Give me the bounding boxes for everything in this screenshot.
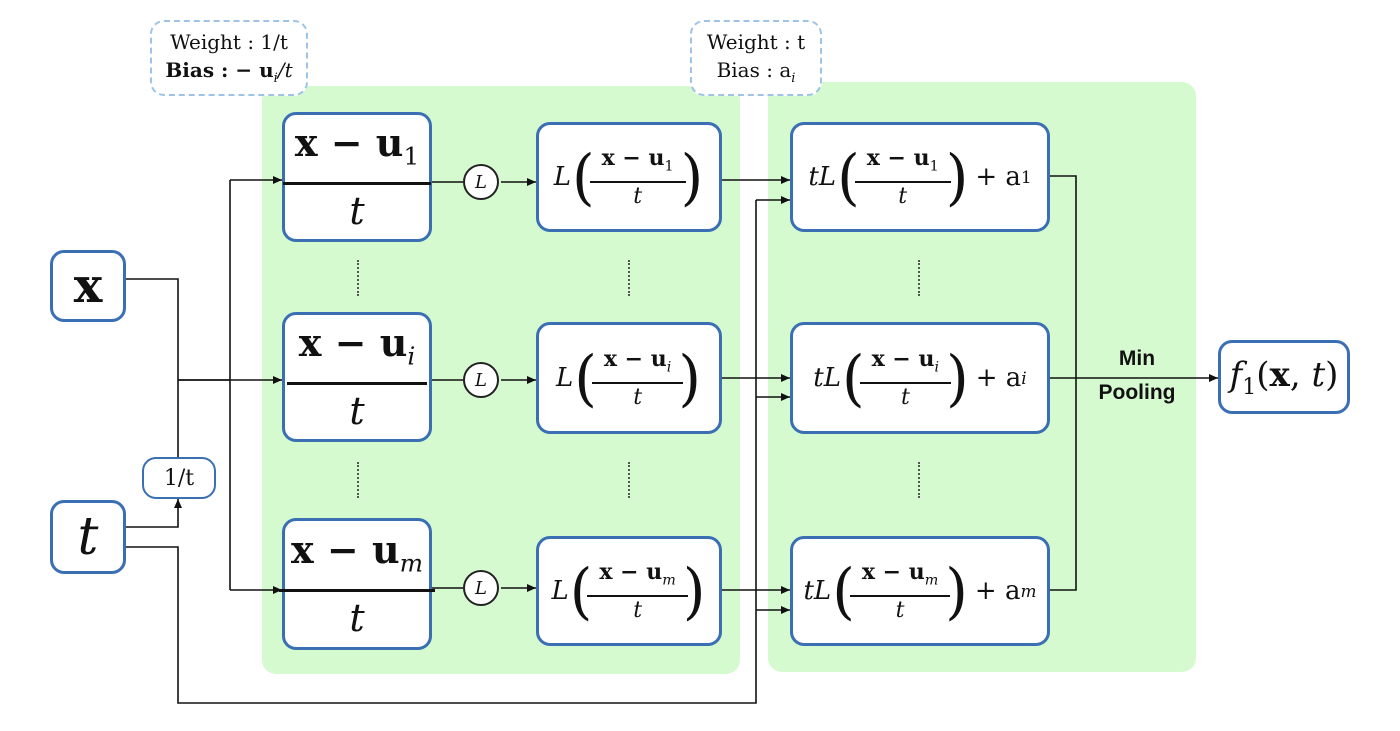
layer1-num-i: x − u <box>298 319 408 365</box>
activation-box-den-m: t <box>587 595 688 625</box>
layer2-sub-i: i <box>934 359 940 376</box>
layer2-num-i: x − u <box>871 345 935 372</box>
min-pooling-label: Min Pooling <box>1082 342 1192 410</box>
layer1-box-1: x − u1 t <box>282 112 432 242</box>
layer2-weight-text: Weight : t <box>706 30 806 54</box>
layer2-bias-sub-1: 1 <box>1020 166 1032 187</box>
ellipsis-activation-upper <box>628 260 630 296</box>
input-x-label: x <box>73 258 103 314</box>
activation-label-i: L <box>475 369 487 391</box>
activation-box-num-i: x − u <box>603 345 667 372</box>
output-func-sub: 1 <box>1242 373 1257 400</box>
layer1-den-1: t <box>282 182 432 237</box>
layer2-num-1: x − u <box>866 144 930 171</box>
activation-circle-i: L <box>463 362 499 398</box>
output-box: f1(x, t) <box>1218 340 1350 414</box>
layer2-bias-sub-m: m <box>1020 580 1037 601</box>
layer2-plus-i: + a <box>975 362 1022 393</box>
layer2-den-m: t <box>849 595 951 625</box>
layer1-box-i: x − ui t <box>282 312 432 442</box>
layer2-weight-bias-note: Weight : t Bias : ai <box>690 20 822 96</box>
layer1-weight-text: Weight : 1/t <box>170 30 288 54</box>
layer1-sub-i: i <box>407 341 416 371</box>
ellipsis-activation-lower <box>628 462 630 498</box>
layer1-bias-text: Bias : − u <box>165 58 274 82</box>
activation-box-sub-i: i <box>666 359 672 376</box>
inverse-t-label: 1/t <box>163 465 195 491</box>
min-pooling-line1: Min <box>1118 347 1156 370</box>
activation-box-L-i: L <box>556 362 574 393</box>
ellipsis-layer1-lower <box>357 462 359 498</box>
layer1-num-1: x − u <box>294 119 404 165</box>
layer1-bias-sub: i <box>273 71 278 86</box>
activation-box-m: L(x − um t) <box>536 536 722 646</box>
ellipsis-layer2-lower <box>918 462 920 498</box>
min-pooling-line2: Pooling <box>1098 381 1176 404</box>
activation-label-m: L <box>475 577 487 599</box>
layer2-den-i: t <box>859 382 952 412</box>
activation-box-den-1: t <box>589 181 686 211</box>
activation-box-den-i: t <box>591 382 684 412</box>
layer1-den-i: t <box>286 382 428 437</box>
activation-box-sub-m: m <box>662 572 676 589</box>
layer1-box-m: x − um t <box>279 518 435 650</box>
activation-box-L-1: L <box>553 161 571 192</box>
inverse-t-box: 1/t <box>142 457 216 499</box>
input-t-box: t <box>50 500 126 574</box>
activation-box-1: L(x − u1 t) <box>536 122 722 232</box>
activation-label-1: L <box>475 171 487 193</box>
layer2-plus-m: + a <box>974 575 1021 606</box>
layer2-scale-i: tL <box>813 362 841 393</box>
input-t-label: t <box>77 507 99 567</box>
activation-box-num-m: x − u <box>599 558 663 585</box>
output-arg-x: x <box>1269 354 1290 395</box>
output-arg-t: t <box>1311 354 1326 395</box>
activation-circle-m: L <box>463 570 499 606</box>
layer1-num-m: x − u <box>291 526 400 572</box>
activation-circle-1: L <box>463 164 499 200</box>
layer1-weight-bias-note: Weight : 1/t Bias : − ui/t <box>150 20 308 96</box>
input-x-box: x <box>50 250 126 322</box>
layer2-sub-m: m <box>924 572 939 589</box>
layer1-den-m: t <box>279 589 435 644</box>
ellipsis-layer1-upper <box>357 260 359 296</box>
layer2-scale-m: tL <box>803 575 832 606</box>
layer2-den-1: t <box>854 181 951 211</box>
activation-box-sub-1: 1 <box>664 158 674 175</box>
activation-box-i: L(x − ui t) <box>536 322 722 434</box>
layer2-plus-1: + a <box>975 161 1021 192</box>
ellipsis-layer2-upper <box>918 260 920 296</box>
layer2-sub-1: 1 <box>929 158 939 175</box>
output-func: f <box>1229 354 1243 395</box>
layer2-num-m: x − u <box>861 558 925 585</box>
layer2-scale-1: tL <box>808 161 837 192</box>
layer1-sub-1: 1 <box>403 141 420 171</box>
layer2-bias-text: Bias : a <box>716 58 792 82</box>
activation-box-L-m: L <box>551 575 569 606</box>
layer2-bias-sub: i <box>791 71 796 86</box>
activation-box-num-1: x − u <box>601 144 665 171</box>
layer1-bias-tail: /t <box>277 58 293 82</box>
layer1-sub-m: m <box>399 548 424 578</box>
layer2-bias-sub-i: i <box>1021 367 1027 388</box>
